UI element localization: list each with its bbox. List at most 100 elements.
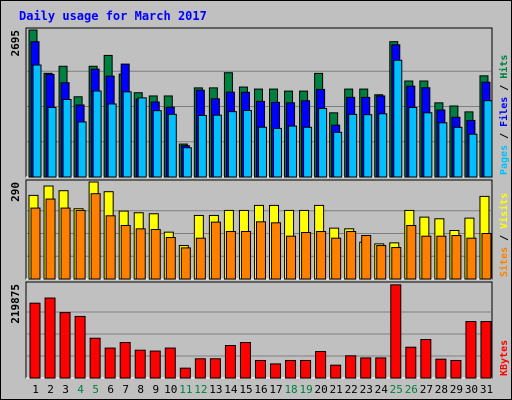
x-tick-label: 22	[345, 383, 358, 396]
x-tick-label: 7	[122, 383, 129, 396]
bar-pages	[318, 107, 328, 178]
bar-pages	[333, 131, 343, 178]
legend-pages: Pages	[499, 145, 510, 175]
x-tick-label: 30	[465, 383, 478, 396]
bar-kbytes	[59, 312, 71, 379]
legend-hits: Hits	[498, 55, 510, 79]
bar-pages	[408, 107, 418, 178]
bar-pages	[438, 122, 448, 178]
bar-pages	[348, 113, 358, 178]
bar-sites	[466, 237, 477, 280]
bar-pages	[227, 111, 237, 178]
x-tick-label: 4	[77, 383, 84, 396]
x-tick-label: 8	[137, 383, 144, 396]
panel-1-legend: Sites / Visits	[498, 193, 510, 277]
x-tick-label: 23	[360, 383, 373, 396]
bar-kbytes	[285, 359, 297, 379]
bar-kbytes	[254, 359, 266, 379]
bar-sites	[406, 224, 417, 280]
panel-1-ymax-label: 290	[9, 182, 22, 202]
bar-pages	[182, 147, 192, 178]
bar-sites	[165, 237, 176, 280]
bar-kbytes	[435, 358, 447, 379]
bar-sites	[45, 198, 56, 280]
bar-sites	[240, 231, 251, 280]
legend-sites: Sites	[498, 247, 510, 277]
bar-sites	[195, 237, 206, 280]
bar-pages	[242, 109, 252, 178]
bar-kbytes	[44, 297, 56, 379]
bar-pages	[47, 107, 57, 178]
x-tick-label: 6	[107, 383, 114, 396]
bar-sites	[331, 237, 342, 280]
bar-pages	[453, 126, 463, 178]
x-tick-label: 15	[239, 383, 252, 396]
bar-sites	[150, 228, 161, 280]
bar-kbytes	[390, 284, 402, 379]
bar-sites	[436, 235, 447, 280]
bar-kbytes	[224, 345, 236, 379]
bar-pages	[62, 98, 72, 178]
x-tick-label: 25	[390, 383, 403, 396]
x-tick-label: 13	[209, 383, 222, 396]
bar-sites	[60, 207, 71, 280]
bar-kbytes	[330, 364, 342, 379]
bar-kbytes	[209, 358, 221, 379]
bar-kbytes	[119, 342, 131, 379]
bar-sites	[255, 221, 266, 280]
bar-pages	[257, 126, 267, 178]
x-tick-label: 16	[254, 383, 267, 396]
bar-sites	[286, 235, 297, 280]
bar-kbytes	[179, 367, 191, 379]
x-tick-label: 31	[480, 383, 493, 396]
bar-sites	[421, 235, 432, 280]
bar-pages	[468, 133, 478, 178]
bar-pages	[92, 90, 102, 178]
bar-pages	[32, 64, 42, 178]
bar-pages	[273, 127, 283, 178]
bar-kbytes	[29, 302, 41, 379]
x-tick-label: 1	[32, 383, 39, 396]
bar-sites	[120, 224, 131, 280]
panel-2-legend: KBytes	[499, 340, 510, 376]
bar-sites	[135, 228, 146, 280]
bar-pages	[423, 112, 433, 178]
bar-kbytes	[164, 347, 176, 379]
x-tick-label: 27	[420, 383, 433, 396]
bar-pages	[77, 121, 87, 178]
x-tick-label: 12	[194, 383, 207, 396]
bar-kbytes	[300, 359, 312, 379]
x-tick-label: 9	[152, 383, 159, 396]
chart-title: Daily usage for March 2017	[19, 9, 207, 23]
bar-pages	[288, 125, 298, 178]
bar-kbytes	[420, 339, 432, 379]
bar-pages	[363, 114, 373, 178]
bar-kbytes	[315, 350, 327, 379]
bar-pages	[197, 114, 207, 178]
x-tick-label: 20	[315, 383, 328, 396]
bar-kbytes	[74, 315, 86, 379]
legend-kbytes: KBytes	[499, 340, 510, 376]
panel-0-legend: Pages / Files / Hits	[498, 55, 510, 175]
x-tick-label: 29	[450, 383, 463, 396]
bar-sites	[180, 247, 191, 280]
bar-pages	[393, 59, 403, 178]
bar-sites	[90, 193, 101, 280]
bar-sites	[451, 235, 462, 280]
bar-sites	[271, 222, 282, 280]
bar-kbytes	[89, 337, 101, 379]
bar-sites	[225, 231, 236, 280]
bar-pages	[378, 113, 388, 178]
bar-kbytes	[480, 321, 492, 379]
bar-pages	[107, 103, 117, 178]
bar-sites	[376, 245, 387, 280]
panel-2-ymax-label: 219875	[9, 284, 22, 324]
bar-kbytes	[270, 363, 282, 379]
bar-kbytes	[375, 357, 387, 379]
legend-visits: Visits	[498, 193, 510, 229]
x-tick-label: 28	[435, 383, 448, 396]
bar-kbytes	[149, 350, 161, 379]
bar-sites	[391, 247, 402, 280]
